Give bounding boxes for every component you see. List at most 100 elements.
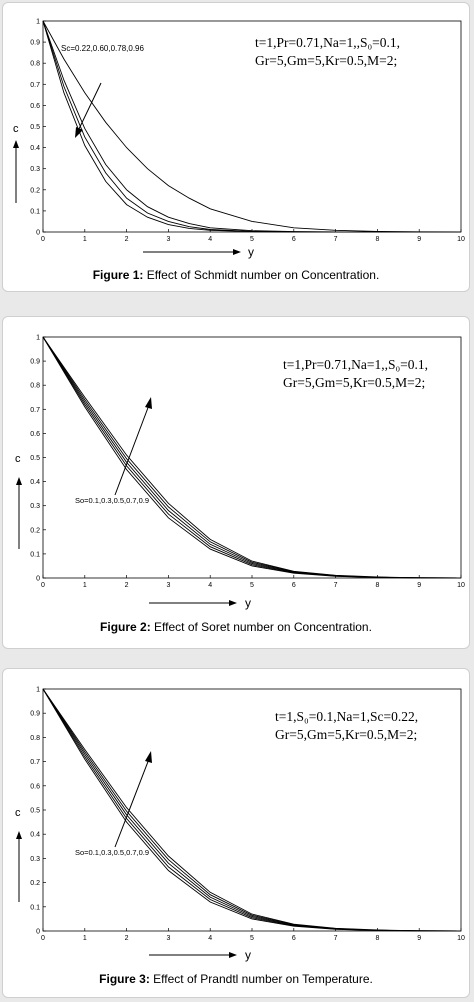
figure-1-xlabel: y — [248, 245, 254, 259]
figure-1-caption-text: Effect of Schmidt number on Concentratio… — [143, 268, 380, 282]
figure-2-xtick-label: 2 — [125, 582, 129, 589]
figure-3-caption-label: Figure 3: — [99, 972, 150, 986]
figure-3-ytick-label: 0.7 — [30, 759, 40, 766]
figure-2-xtick-label: 6 — [292, 582, 296, 589]
figure-3-xtick-label: 5 — [250, 935, 254, 942]
figure-2-xtick-label: 1 — [83, 582, 87, 589]
figure-2-annotation-arrow-head — [145, 397, 152, 409]
figure-2-chart: 0 1 2 3 4 5 6 7 8 9 10 0 0.1 0.2 0.3 0.4 0.5 0.6 0.7 0.8 0.9… — [15, 335, 465, 611]
figure-3-xtick-label: 1 — [83, 935, 87, 942]
figure-3-xtick-label: 4 — [208, 935, 212, 942]
figure-2-ytick-label: 1 — [36, 335, 40, 342]
figure-3-xtick-label: 8 — [375, 935, 379, 942]
figure-1-annotation: Sc=0.22,0.60,0.78,0.96 — [61, 44, 145, 53]
figure-2-ytick-label: 0.7 — [30, 407, 40, 414]
figure-3-xtick-label: 3 — [166, 935, 170, 942]
figure-3-series-group — [42, 688, 462, 932]
figure-1-xtick-label: 5 — [250, 236, 254, 243]
figure-3-xlabel: y — [245, 948, 251, 962]
figure-3-params-line-1: t=1,S₀=0.1,Na=1,Sc=0.22, — [275, 709, 418, 724]
figure-3-xtick-label: 0 — [41, 935, 45, 942]
figure-3-annotation-arrow-line — [114, 758, 150, 848]
figure-3-panel: 0 1 2 3 4 5 6 7 8 9 10 0 0.1 0.2 0.3 0.4 0.5 0.6 0.7 0.8 0.9… — [2, 668, 470, 998]
figure-1-caption-label: Figure 1: — [92, 268, 144, 282]
figure-1-panel: 0 1 2 3 4 5 6 7 8 9 10 0 0.1 0.2 0.3 0.4 0.5 0.6 0.7 0.8 0.9… — [2, 2, 470, 292]
figure-3-xtick-label: 9 — [417, 935, 421, 942]
figure-3-yaxis-arrow-head — [16, 831, 22, 839]
figure-1-params-line-2: Gr=5,Gm=5,Kr=0.5,M=2; — [255, 53, 397, 68]
figure-1-xtick-label: 8 — [375, 236, 379, 243]
figure-1-xtick-label: 2 — [125, 236, 129, 243]
figure-2-xtick-label: 5 — [250, 582, 254, 589]
figure-3-series-5-line — [42, 688, 462, 932]
figure-1-ytick-label: 0.5 — [30, 124, 40, 131]
figure-3-xtick-label: 7 — [334, 935, 338, 942]
figure-2-xtick-label: 3 — [166, 582, 170, 589]
figure-1-ylabel: c — [13, 123, 19, 135]
figure-1-series-4-line — [42, 20, 461, 233]
figure-3-caption-text: Effect of Prandtl number on Temperature. — [149, 972, 373, 986]
figure-2-ytick-label: 0 — [36, 576, 40, 583]
figure-2-annotation-arrow-line — [114, 404, 150, 496]
figure-1-plot-frame — [42, 20, 462, 233]
figure-1-yaxis-arrow-head — [13, 140, 19, 148]
figure-2-xtick-label: 7 — [334, 582, 338, 589]
figure-2-xtick-label: 10 — [457, 582, 465, 589]
figure-3-ytick-label: 0.4 — [30, 832, 40, 839]
figure-1-ytick-label: 0.1 — [30, 208, 40, 215]
figure-1-xtick-label: 4 — [208, 236, 212, 243]
figure-3-ytick-label: 0.6 — [30, 783, 40, 790]
figure-2-series-group — [42, 336, 462, 579]
figure-1-ytick-label: 0.7 — [30, 82, 40, 89]
figure-1-ytick-label: 0.9 — [30, 40, 40, 47]
figure-1-xtick-label: 10 — [457, 236, 465, 243]
figure-1-xtick-label: 9 — [417, 236, 421, 243]
figure-3-annotation: So=0.1,0.3,0.5,0.7,0.9 — [75, 848, 149, 857]
figure-2-ytick-label: 0.9 — [30, 359, 40, 366]
figure-2-ytick-label: 0.2 — [30, 527, 40, 534]
figure-2-ytick-label: 0.5 — [30, 455, 40, 462]
figure-2-ytick-label: 0.4 — [30, 479, 40, 486]
figure-2-panel: 0 1 2 3 4 5 6 7 8 9 10 0 0.1 0.2 0.3 0.4 0.5 0.6 0.7 0.8 0.9… — [2, 316, 470, 649]
figure-3-xtick-label: 6 — [292, 935, 296, 942]
figure-2-xtick-label: 8 — [375, 582, 379, 589]
figure-1-xtick-label: 3 — [166, 236, 170, 243]
figure-1-ytick-label: 0.8 — [30, 61, 40, 68]
figure-3-ytick-label: 0.8 — [30, 735, 40, 742]
figure-3-ytick-label: 0.3 — [30, 856, 40, 863]
figure-1-ytick-label: 0.4 — [30, 145, 40, 152]
figure-2-ytick-label: 0.6 — [30, 431, 40, 438]
figure-1-xtick-label: 1 — [83, 236, 87, 243]
figure-1-xtick-label: 6 — [292, 236, 296, 243]
figure-1-ytick-label: 0.2 — [30, 187, 40, 194]
figure-3-ytick-label: 0.2 — [30, 880, 40, 887]
figure-3-xaxis-arrow-head — [229, 952, 237, 958]
figure-3-ytick-label: 1 — [36, 687, 40, 694]
figure-3-ticks: 0 1 2 3 4 5 6 7 8 9 10 0 0.1 0.2 0.3 0.4 0.5 0.6 0.7 0.8 0.9… — [30, 687, 465, 943]
figure-3-plot-frame — [42, 688, 462, 932]
figure-2-yaxis-arrow-head — [16, 477, 22, 485]
figure-2-ytick-label: 0.1 — [30, 551, 40, 558]
figure-1-params-line-1: t=1,Pr=0.71,Na=1,,S₀=0.1, — [255, 35, 400, 50]
figure-3-annotation-arrow-head — [145, 751, 152, 763]
figure-1-caption: Figure 1: Effect of Schmidt number on Co… — [3, 268, 469, 282]
figure-2-ytick-label: 0.3 — [30, 503, 40, 510]
figure-3-ytick-label: 0 — [36, 929, 40, 936]
figure-2-ytick-label: 0.8 — [30, 383, 40, 390]
figure-1-annotation-arrow-line — [77, 82, 102, 132]
figure-2-ylabel: c — [15, 453, 21, 465]
figure-2-caption-text: Effect of Soret number on Concentration. — [150, 620, 372, 634]
figure-1-ytick-label: 0 — [36, 230, 40, 237]
figure-3-chart: 0 1 2 3 4 5 6 7 8 9 10 0 0.1 0.2 0.3 0.4 0.5 0.6 0.7 0.8 0.9… — [15, 687, 465, 963]
figure-1-xtick-label: 7 — [334, 236, 338, 243]
figure-3-ytick-label: 0.9 — [30, 711, 40, 718]
figure-1-xaxis-arrow-head — [233, 249, 241, 255]
figure-1-ytick-label: 0.6 — [30, 103, 40, 110]
figure-1-chart: 0 1 2 3 4 5 6 7 8 9 10 0 0.1 0.2 0.3 0.4 0.5 0.6 0.7 0.8 0.9… — [13, 19, 465, 259]
figure-1-ytick-label: 1 — [36, 19, 40, 26]
figure-3-params-line-2: Gr=5,Gm=5,Kr=0.5,M=2; — [275, 727, 417, 742]
figure-2-xtick-label: 9 — [417, 582, 421, 589]
figure-2-caption-label: Figure 2: — [100, 620, 151, 634]
figure-1-xtick-label: 0 — [41, 236, 45, 243]
figure-1-ticks: 0 1 2 3 4 5 6 7 8 9 10 0 0.1 0.2 0.3 0.4 0.5 0.6 0.7 0.8 0.9… — [30, 19, 465, 244]
